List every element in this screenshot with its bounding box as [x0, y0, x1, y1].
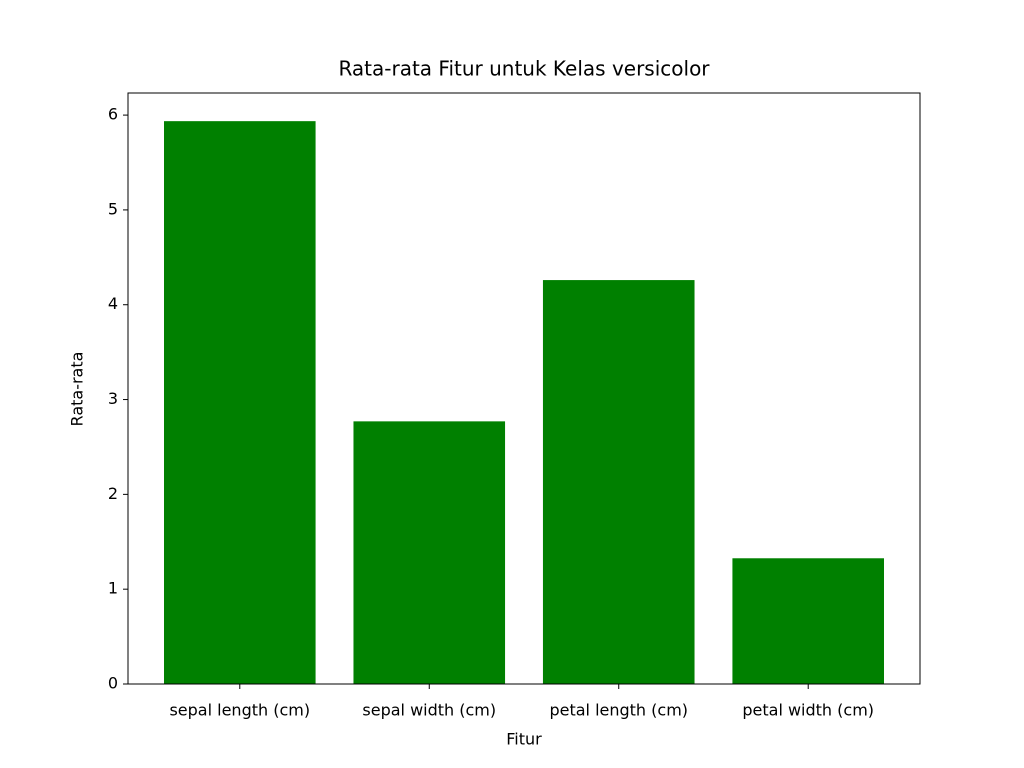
bar [353, 421, 506, 684]
x-tick-label: petal width (cm) [742, 701, 874, 720]
y-tick-label: 0 [108, 674, 118, 693]
y-tick-label: 1 [108, 579, 118, 598]
x-tick-label: sepal width (cm) [362, 701, 496, 720]
y-tick-label: 4 [108, 294, 118, 313]
plot-frame [127, 92, 921, 685]
x-tick-label: petal length (cm) [549, 701, 688, 720]
bar [164, 121, 316, 685]
y-tick-label: 2 [108, 484, 118, 503]
x-tick-label: sepal length (cm) [169, 701, 310, 720]
y-tick-label: 6 [108, 105, 118, 124]
x-axis-label: Fitur [506, 730, 542, 749]
chart-title: Rata-rata Fitur untuk Kelas versicolor [338, 57, 710, 81]
y-axis-label: Rata-rata [68, 352, 87, 427]
y-tick-label: 3 [108, 389, 118, 408]
bar [732, 558, 884, 684]
bar [542, 280, 695, 684]
y-tick-label: 5 [108, 199, 118, 218]
